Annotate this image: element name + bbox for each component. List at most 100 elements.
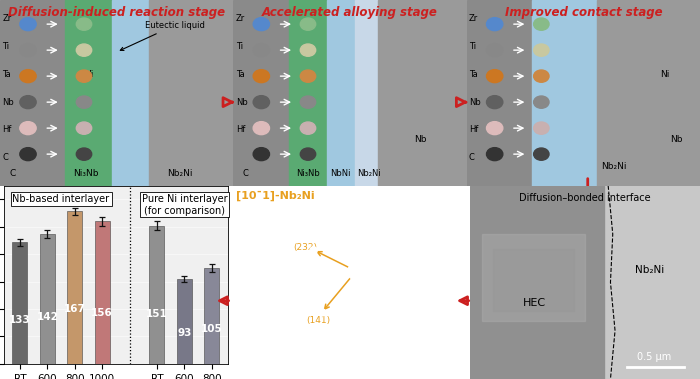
Point xyxy=(302,284,313,290)
Text: Diffusion-induced reaction stage: Diffusion-induced reaction stage xyxy=(8,6,225,19)
Text: Improved contact stage: Improved contact stage xyxy=(505,6,662,19)
Circle shape xyxy=(486,18,503,31)
Text: (220): (220) xyxy=(438,235,461,243)
Point xyxy=(316,309,328,315)
Point xyxy=(335,347,346,353)
Text: (1¯f1̅): (1¯f1̅) xyxy=(374,288,401,297)
Text: 0.5 μm: 0.5 μm xyxy=(637,352,671,362)
Circle shape xyxy=(533,44,549,56)
Circle shape xyxy=(486,148,503,161)
Circle shape xyxy=(533,148,549,160)
Bar xyxy=(204,268,219,364)
Text: C: C xyxy=(2,153,8,162)
Bar xyxy=(149,0,233,186)
Bar xyxy=(0,0,65,186)
Text: (141): (141) xyxy=(306,315,330,324)
Text: [10¯1]-Nb₂Ni: [10¯1]-Nb₂Ni xyxy=(236,191,314,201)
Bar xyxy=(494,249,574,312)
Point xyxy=(259,278,270,284)
Text: Nb-based interlayer: Nb-based interlayer xyxy=(13,194,110,204)
Circle shape xyxy=(76,44,92,56)
Text: Eutectic liquid: Eutectic liquid xyxy=(120,21,204,50)
Point xyxy=(444,258,456,264)
Circle shape xyxy=(300,96,316,108)
Text: C: C xyxy=(243,169,248,178)
Text: Nb: Nb xyxy=(671,135,683,144)
Text: Ni: Ni xyxy=(84,70,93,79)
Circle shape xyxy=(253,44,270,56)
Point xyxy=(351,268,362,274)
Text: NbNi: NbNi xyxy=(330,169,351,178)
Circle shape xyxy=(20,70,36,83)
Text: C: C xyxy=(9,169,15,178)
Circle shape xyxy=(253,122,270,135)
Circle shape xyxy=(76,122,92,134)
Circle shape xyxy=(76,18,92,30)
Point xyxy=(296,343,307,349)
Text: 142: 142 xyxy=(36,312,58,322)
Point xyxy=(325,227,336,233)
Circle shape xyxy=(486,96,503,109)
Text: Pure Ni interlayer
(for comparison): Pure Ni interlayer (for comparison) xyxy=(141,194,228,216)
Text: Ta: Ta xyxy=(469,70,477,79)
Text: HEC: HEC xyxy=(523,298,546,307)
Point xyxy=(370,220,382,226)
Circle shape xyxy=(76,148,92,160)
Point xyxy=(273,318,284,324)
Text: 2 nm⁻¹: 2 nm⁻¹ xyxy=(421,359,452,368)
Text: Ta: Ta xyxy=(236,70,244,79)
Circle shape xyxy=(76,70,92,82)
Circle shape xyxy=(533,70,549,82)
Text: Nb₂Ni: Nb₂Ni xyxy=(167,169,193,178)
Point xyxy=(356,203,368,209)
Text: C: C xyxy=(469,153,475,162)
Text: Hf: Hf xyxy=(469,125,478,135)
Circle shape xyxy=(533,96,549,108)
Point xyxy=(399,210,410,216)
Circle shape xyxy=(20,18,36,31)
Text: Zr: Zr xyxy=(236,14,245,23)
Circle shape xyxy=(253,70,270,83)
Point xyxy=(288,218,299,224)
Circle shape xyxy=(300,44,316,56)
Point xyxy=(419,288,430,294)
Point xyxy=(335,347,346,353)
Circle shape xyxy=(300,18,316,30)
Circle shape xyxy=(253,96,270,109)
Text: Ti: Ti xyxy=(2,42,10,51)
Point xyxy=(259,278,270,284)
Point xyxy=(412,332,423,338)
Text: (1¯1̅3): (1¯1̅3) xyxy=(310,348,339,357)
Text: 156: 156 xyxy=(91,307,113,318)
Text: 93: 93 xyxy=(177,328,192,338)
Text: Nb: Nb xyxy=(2,98,14,106)
Text: Ta: Ta xyxy=(2,70,11,79)
Bar xyxy=(532,0,597,186)
Circle shape xyxy=(486,70,503,83)
Point xyxy=(428,238,439,244)
Text: Hf: Hf xyxy=(2,125,12,135)
Bar xyxy=(603,186,700,379)
Point xyxy=(356,203,368,209)
Bar xyxy=(112,0,149,186)
Text: 151: 151 xyxy=(146,309,168,319)
Circle shape xyxy=(533,122,549,134)
Text: Zr: Zr xyxy=(469,14,478,23)
Text: Nb₂Ni: Nb₂Ni xyxy=(635,265,664,275)
Circle shape xyxy=(20,122,36,135)
Point xyxy=(302,284,313,290)
Point xyxy=(316,309,328,315)
Text: Ti: Ti xyxy=(236,42,243,51)
Bar xyxy=(65,0,112,186)
Text: Ni₃Nb: Ni₃Nb xyxy=(296,169,320,178)
Bar xyxy=(40,234,55,364)
Bar xyxy=(327,0,355,186)
Bar xyxy=(289,0,327,186)
Circle shape xyxy=(300,70,316,82)
Point xyxy=(325,227,336,233)
Bar xyxy=(482,234,585,321)
Point xyxy=(412,332,423,338)
Point xyxy=(366,280,377,286)
Text: Nb: Nb xyxy=(469,98,481,106)
Circle shape xyxy=(76,96,92,108)
